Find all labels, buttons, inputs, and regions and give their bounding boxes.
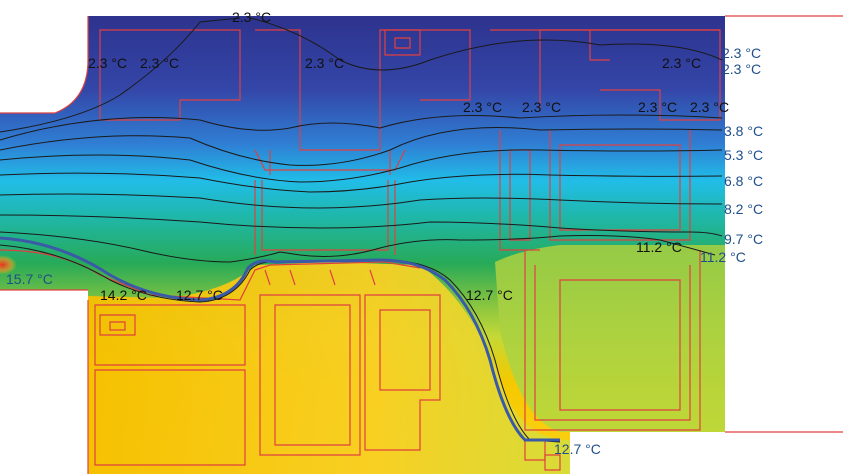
label-right-6-8: 6.8 °C xyxy=(724,173,763,189)
label-left-12-7: 12.7 °C xyxy=(176,287,223,303)
label-right-edge-1a: 2.3 °C xyxy=(722,45,761,61)
glazing-boundary-line xyxy=(0,236,560,442)
label-mid-b: 2.3 °C xyxy=(522,99,561,115)
label-right-11-2: 11.2 °C xyxy=(700,249,746,265)
label-right-3-8: 3.8 °C xyxy=(724,123,763,139)
label-left-14-2: 14.2 °C xyxy=(100,287,147,303)
isotherm-labels: 2.3 °C 2.3 °C 2.3 °C 2.3 °C 2.3 °C 2.3 °… xyxy=(6,9,763,457)
label-bottom-12-7: 12.7 °C xyxy=(554,441,601,457)
label-top-center: 2.3 °C xyxy=(232,9,271,25)
label-mid-12-7: 12.7 °C xyxy=(466,287,513,303)
label-mid-c: 2.3 °C xyxy=(638,99,677,115)
label-right-9-7: 9.7 °C xyxy=(724,231,763,247)
label-right-5-3: 5.3 °C xyxy=(724,147,763,163)
label-right-8-2: 8.2 °C xyxy=(724,201,763,217)
thermal-body xyxy=(0,16,725,474)
label-mid-d: 2.3 °C xyxy=(690,99,729,115)
isotherm-line xyxy=(0,17,723,443)
label-upper-left-a: 2.3 °C xyxy=(88,55,127,71)
label-upper-left-b: 2.3 °C xyxy=(140,55,179,71)
label-mid-a: 2.3 °C xyxy=(463,99,502,115)
label-left-15-7: 15.7 °C xyxy=(6,271,53,287)
label-upper-mid: 2.3 °C xyxy=(305,55,344,71)
label-right-edge-1b: 2.3 °C xyxy=(722,61,761,77)
label-center-11-2: 11.2 °C xyxy=(636,239,682,255)
label-upper-right-a: 2.3 °C xyxy=(662,55,701,71)
